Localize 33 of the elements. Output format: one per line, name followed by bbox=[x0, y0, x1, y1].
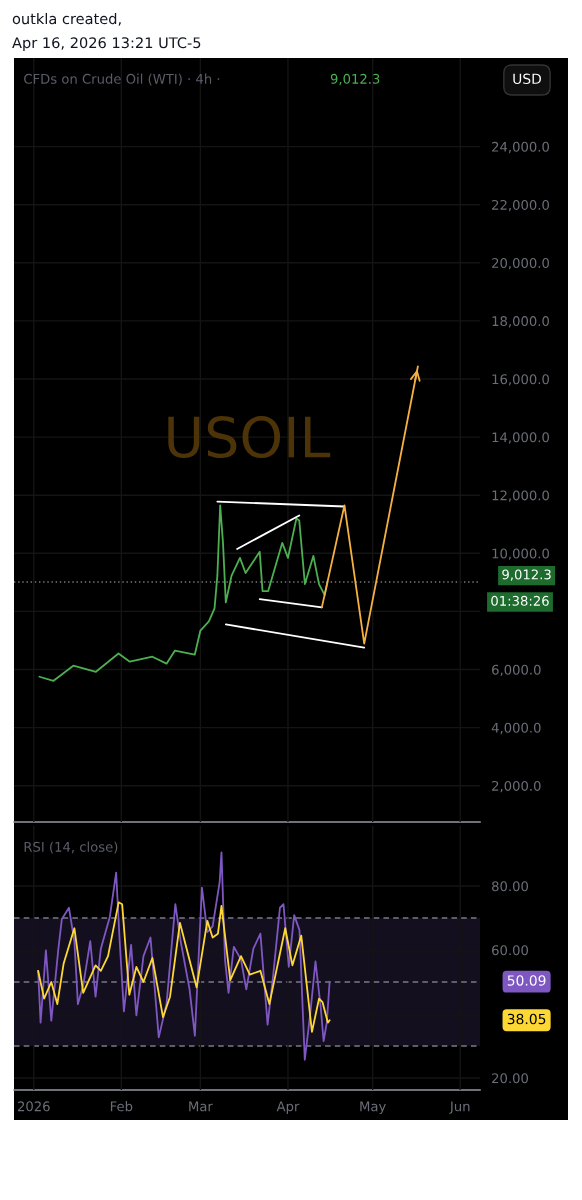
x-tick-label: Feb bbox=[110, 1101, 133, 1112]
y-tick-label: 14,000.0 bbox=[492, 432, 549, 444]
y-tick-label: 10,000.0 bbox=[492, 548, 549, 560]
y-tick-label: 60.00 bbox=[492, 945, 529, 956]
text: USD bbox=[513, 73, 542, 85]
line-series bbox=[38, 504, 329, 682]
y-tick-label: 16,000.0 bbox=[492, 374, 549, 386]
line-series bbox=[37, 901, 331, 1033]
y-tick-label: 18,000.0 bbox=[492, 316, 549, 328]
annotation: USOIL bbox=[168, 416, 331, 459]
x-tick-label: Apr bbox=[276, 1101, 300, 1114]
y-tick-label: 4,000.0 bbox=[491, 722, 541, 735]
text: CFDs on Crude Oil (WTI) · 4h · bbox=[24, 73, 220, 86]
text: 50.09 bbox=[507, 975, 546, 986]
y-tick-label: 12,000.0 bbox=[492, 490, 549, 502]
ref-line-label: 9,012.3 bbox=[502, 569, 551, 581]
y-tick-label: 6,000.0 bbox=[492, 664, 541, 677]
y-tick-label: 22,000.0 bbox=[492, 199, 549, 212]
annotation: 9,012.3 bbox=[330, 73, 380, 86]
text: Apr 16, 2026 13:21 UTC-5 bbox=[12, 37, 201, 52]
y-tick-label: 20,000.0 bbox=[492, 258, 549, 270]
text: outkla created, bbox=[12, 12, 121, 26]
y-tick-label: 2,000.0 bbox=[492, 780, 541, 793]
text: 01:38:26 bbox=[491, 595, 549, 606]
x-tick-label: 2026 bbox=[17, 1101, 50, 1112]
y-tick-label: 24,000.0 bbox=[492, 141, 549, 154]
text: RSI (14, close) bbox=[24, 841, 118, 854]
x-tick-label: May bbox=[360, 1101, 386, 1114]
x-tick-label: Jun bbox=[449, 1101, 470, 1114]
x-tick-label: Mar bbox=[189, 1101, 213, 1112]
y-tick-label: 20.00 bbox=[492, 1073, 529, 1084]
text: 38.05 bbox=[507, 1013, 546, 1025]
y-tick-label: 80.00 bbox=[492, 881, 529, 892]
